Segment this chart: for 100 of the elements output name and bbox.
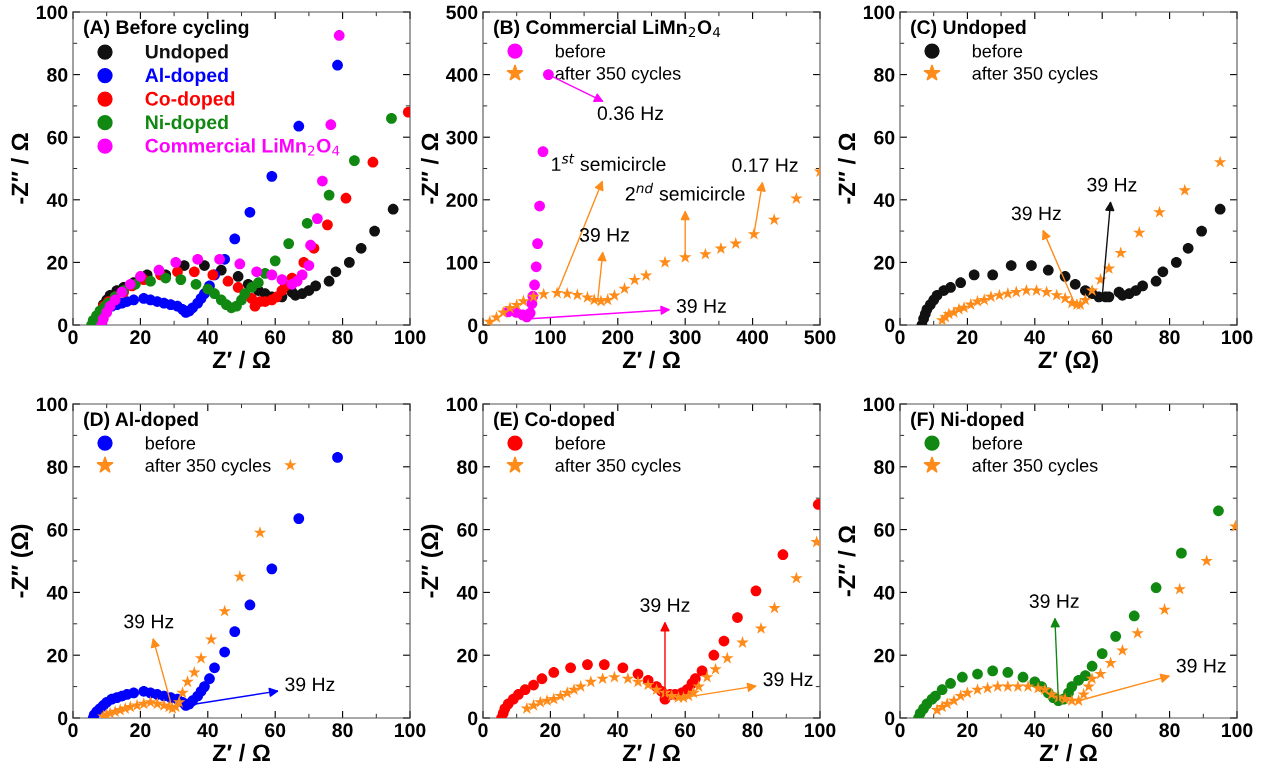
y-axis-title: -Z″ (Ω) — [420, 524, 443, 598]
x-tick-label: 20 — [957, 330, 978, 345]
legend-label: Ni-doped — [146, 114, 228, 134]
x-tick-label: 0 — [478, 723, 488, 738]
x-axis-title: Z′ / Ω — [212, 350, 270, 369]
legend-label: Undoped — [145, 44, 228, 63]
chart-title: (E) Co-doped — [494, 411, 614, 430]
x-tick-label: 500 — [804, 330, 836, 345]
y-tick-label: 60 — [874, 130, 895, 145]
x-tick-label: 20 — [957, 723, 978, 738]
y-tick-label: 40 — [873, 585, 895, 600]
legend-label: before — [972, 436, 1023, 450]
x-tick-label: 40 — [1024, 330, 1045, 345]
x-tick-label: 100 — [395, 330, 426, 345]
y-tick-label: 300 — [446, 130, 478, 145]
y-tick-label: 80 — [874, 68, 895, 82]
y-tick-label: 60 — [874, 523, 895, 537]
x-tick-label: 60 — [675, 723, 696, 738]
legend-label: before — [555, 436, 606, 450]
y-tick-label: 200 — [446, 193, 478, 208]
x-tick-label: 40 — [197, 723, 218, 738]
annotation: 39 Hz — [676, 299, 726, 313]
y-tick-label: 0 — [885, 318, 895, 333]
x-axis-title: Z′ / Ω — [1039, 743, 1097, 762]
y-tick-label: 40 — [46, 193, 68, 208]
x-tick-label: 100 — [1222, 330, 1253, 345]
x-tick-label: 80 — [332, 330, 353, 345]
x-tick-label: 20 — [540, 723, 561, 738]
legend-label: after 350 cycles — [555, 66, 681, 84]
x-tick-label: 0 — [68, 723, 78, 738]
y-tick-label: 400 — [445, 68, 478, 82]
y-tick-label: 60 — [47, 130, 68, 145]
y-axis-title: -Z″ / Ω — [837, 133, 856, 204]
annotation: 2$^{nd}$ semicircle — [625, 182, 745, 201]
y-tick-label: 20 — [47, 255, 68, 270]
y-tick-label: 0 — [468, 318, 478, 333]
x-tick-label: 80 — [332, 723, 353, 738]
annotation: 39 Hz — [285, 677, 335, 692]
x-tick-label: 0 — [895, 330, 905, 345]
x-tick-label: 60 — [1092, 330, 1113, 345]
y-tick-label: 100 — [863, 397, 895, 412]
x-tick-label: 20 — [130, 330, 151, 345]
y-tick-label: 0 — [468, 711, 478, 726]
x-tick-label: 300 — [669, 330, 701, 345]
y-tick-label: 100 — [446, 397, 478, 412]
annotation: 39 Hz — [579, 228, 629, 242]
annotation: 39 Hz — [1087, 177, 1137, 192]
x-tick-label: 200 — [602, 330, 634, 345]
y-tick-label: 0 — [58, 318, 68, 333]
annotation: 39 Hz — [763, 672, 813, 687]
chart-title: (D) Al-doped — [84, 411, 198, 430]
legend-label: before — [972, 44, 1023, 58]
annotation: 39 Hz — [640, 598, 690, 612]
x-tick-label: 100 — [805, 723, 836, 738]
x-axis-title: Z′ / Ω — [622, 743, 680, 762]
x-tick-label: 60 — [1092, 723, 1113, 738]
annotation: 1$^{st}$ semicircle — [552, 153, 666, 172]
x-tick-label: 60 — [265, 723, 286, 738]
legend-label: before — [145, 436, 196, 450]
x-tick-label: 0 — [478, 330, 488, 345]
x-tick-label: 400 — [736, 330, 769, 345]
y-axis-title: -Z″ / Ω — [10, 133, 29, 204]
chart-title: (A) Before cycling — [84, 19, 249, 39]
x-tick-label: 80 — [1159, 330, 1180, 345]
x-tick-label: 40 — [1024, 723, 1045, 738]
x-axis-title: Z′ / Ω — [212, 743, 270, 762]
y-axis-title: -Z″ / Ω — [837, 525, 856, 597]
y-axis-title: -Z″ (Ω) — [10, 524, 33, 598]
y-tick-label: 0 — [885, 711, 895, 726]
x-tick-label: 60 — [265, 330, 286, 345]
annotation: 39 Hz — [1011, 206, 1061, 221]
chart-title: (F) Ni-doped — [911, 411, 1024, 430]
x-tick-label: 100 — [1222, 723, 1253, 738]
x-tick-label: 40 — [197, 330, 218, 345]
legend-label: after 350 cycles — [555, 458, 681, 476]
y-tick-label: 100 — [36, 5, 68, 20]
x-tick-label: 100 — [535, 330, 566, 345]
annotation: 39 Hz — [1029, 594, 1079, 608]
y-tick-label: 20 — [457, 648, 478, 663]
legend-label: Al-doped — [145, 67, 228, 86]
y-tick-label: 20 — [47, 648, 68, 663]
legend-label: before — [555, 44, 606, 58]
y-tick-label: 500 — [446, 5, 478, 20]
y-tick-label: 80 — [874, 460, 895, 475]
x-tick-label: 100 — [395, 723, 426, 738]
y-tick-label: 0 — [58, 711, 68, 726]
annotation: 39 Hz — [1176, 658, 1226, 673]
y-tick-label: 60 — [47, 523, 68, 537]
annotation: 0.17 Hz — [732, 158, 798, 173]
y-tick-label: 100 — [36, 397, 68, 412]
y-tick-label: 80 — [457, 460, 478, 475]
x-tick-label: 80 — [742, 723, 763, 738]
y-tick-label: 40 — [46, 585, 68, 600]
y-tick-label: 80 — [47, 68, 68, 82]
y-tick-label: 60 — [457, 523, 478, 537]
x-axis-title: Z′ / Ω — [622, 350, 680, 369]
x-tick-label: 0 — [895, 723, 905, 738]
x-tick-label: 80 — [1159, 723, 1180, 738]
y-tick-label: 80 — [47, 460, 68, 475]
y-tick-label: 20 — [874, 648, 895, 663]
